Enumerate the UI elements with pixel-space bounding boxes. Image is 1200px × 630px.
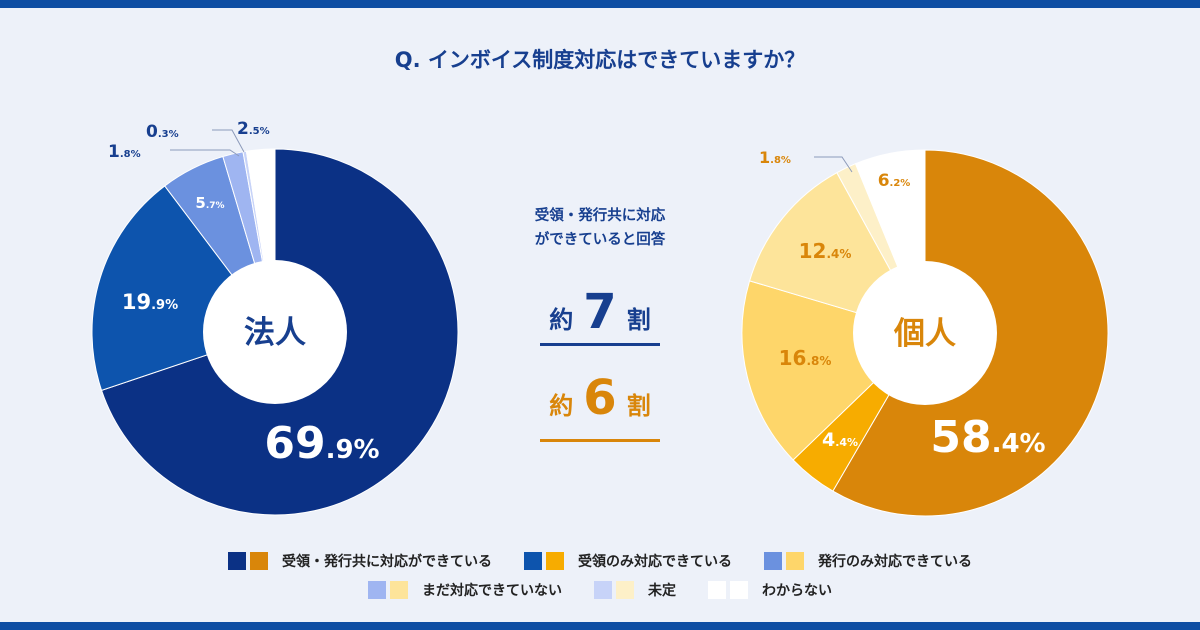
- legend-item: わからない: [708, 580, 832, 600]
- legend-label: わからない: [762, 583, 832, 599]
- legend-swatch-indiv: [250, 552, 268, 570]
- corporate-summary-underline: [540, 343, 660, 346]
- donut-center-label: 法人: [244, 315, 306, 351]
- center-caption-line2: ができていると回答: [534, 232, 666, 248]
- legend-swatch-corp: [368, 581, 386, 599]
- legend-item: 受領・発行共に対応ができている: [228, 551, 492, 571]
- donut-hole: [203, 260, 347, 404]
- legend-label: 受領のみ対応できている: [578, 554, 732, 570]
- legend-swatch-corp: [764, 552, 782, 570]
- leader-line: [814, 156, 853, 173]
- bottom-band: [0, 622, 1200, 630]
- leader-line: [212, 129, 245, 153]
- legend-item: まだ対応できていない: [368, 580, 562, 600]
- legend-label: 未定: [648, 583, 676, 599]
- legend-swatch-indiv: [616, 581, 634, 599]
- legend-label: 受領・発行共に対応ができている: [282, 554, 492, 570]
- data-label: 0.3%: [146, 122, 179, 142]
- individual-summary-underline: [540, 439, 660, 442]
- legend-item: 未定: [594, 580, 676, 600]
- legend-label: まだ対応できていない: [422, 583, 562, 599]
- legend-item: 発行のみ対応できている: [764, 551, 972, 571]
- data-label: 4.4%: [822, 429, 858, 451]
- legend-label: 発行のみ対応できている: [818, 554, 972, 570]
- corporate-summary-number: 7: [583, 284, 617, 340]
- legend-swatch-corp: [228, 552, 246, 570]
- data-label: 2.5%: [237, 119, 270, 139]
- leader-line: [170, 149, 240, 157]
- legend-swatch-indiv: [786, 552, 804, 570]
- corporate-summary-prefix: 約: [549, 306, 574, 334]
- legend-swatch-indiv: [390, 581, 408, 599]
- donut-hole: [853, 261, 997, 405]
- data-label: 6.2%: [878, 171, 911, 191]
- chart-title: Q. インボイス制度対応はできていますか？: [394, 48, 806, 72]
- center-caption-line1: 受領・発行共に対応: [534, 208, 666, 224]
- data-label: 1.8%: [759, 148, 791, 167]
- data-label: 16.8%: [779, 346, 832, 370]
- data-label: 58.4%: [930, 412, 1045, 463]
- corporate-summary-suffix: 割: [626, 306, 651, 334]
- data-label: 1.8%: [108, 142, 141, 162]
- data-label: 69.9%: [264, 418, 379, 469]
- individual-summary-prefix: 約: [549, 392, 574, 420]
- legend-swatch-indiv: [546, 552, 564, 570]
- data-label: 12.4%: [799, 239, 852, 263]
- legend-swatch-corp: [524, 552, 542, 570]
- donut-center-label: 個人: [893, 316, 956, 352]
- individual-summary-number: 6: [583, 370, 617, 426]
- individual-summary-suffix: 割: [626, 392, 651, 420]
- legend-row-1: 受領・発行共に対応ができている 受領のみ対応できている 発行のみ対応できている: [0, 551, 1200, 571]
- center-caption: 受領・発行共に対応 ができていると回答: [500, 204, 700, 252]
- top-band: [0, 0, 1200, 8]
- legend-swatch-corp: [708, 581, 726, 599]
- legend-swatch-corp: [594, 581, 612, 599]
- legend-swatch-indiv: [730, 581, 748, 599]
- legend-row-2: まだ対応できていない 未定 わからない: [0, 580, 1200, 600]
- legend-item: 受領のみ対応できている: [524, 551, 732, 571]
- data-label: 19.9%: [122, 290, 178, 314]
- data-label: 5.7%: [195, 194, 224, 212]
